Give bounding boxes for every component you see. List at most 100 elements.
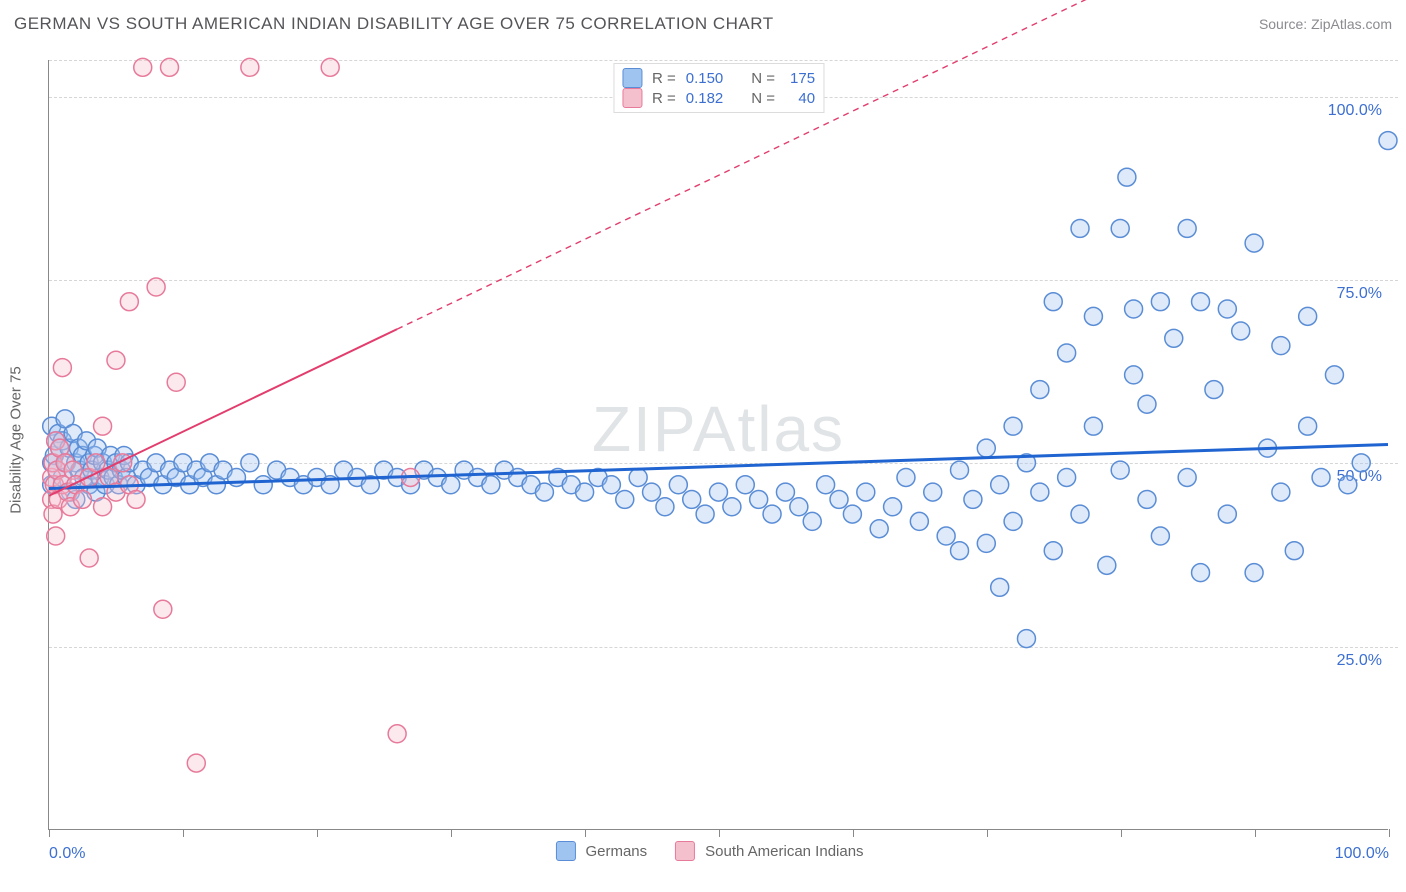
x-tick [719, 829, 720, 837]
data-point [1071, 505, 1089, 523]
data-point [790, 498, 808, 516]
data-point [1058, 344, 1076, 362]
r-value: 0.150 [686, 70, 724, 87]
data-point [241, 454, 259, 472]
data-point [1218, 300, 1236, 318]
correlation-legend: R =0.150N =175R =0.182N =40 [613, 63, 824, 113]
data-point [107, 351, 125, 369]
data-point [1098, 556, 1116, 574]
trendline-dashed [397, 0, 1388, 329]
data-point [884, 498, 902, 516]
data-point [1218, 505, 1236, 523]
data-point [1192, 293, 1210, 311]
data-point [1138, 395, 1156, 413]
data-point [1044, 293, 1062, 311]
data-point [1084, 417, 1102, 435]
data-point [147, 278, 165, 296]
data-point [94, 498, 112, 516]
data-point [241, 58, 259, 76]
data-point [1031, 381, 1049, 399]
data-point [803, 512, 821, 530]
data-point [1312, 468, 1330, 486]
data-point [897, 468, 915, 486]
x-tick [451, 829, 452, 837]
data-point [1245, 564, 1263, 582]
data-point [710, 483, 728, 501]
n-label: N = [751, 70, 775, 87]
r-label: R = [652, 90, 676, 107]
data-point [977, 439, 995, 457]
data-point [1232, 322, 1250, 340]
data-point [951, 542, 969, 560]
x-tick [183, 829, 184, 837]
data-point [683, 490, 701, 508]
data-point [1071, 219, 1089, 237]
data-point [977, 534, 995, 552]
data-point [736, 476, 754, 494]
data-point [482, 476, 500, 494]
data-point [1339, 476, 1357, 494]
data-point [696, 505, 714, 523]
data-point [1111, 461, 1129, 479]
r-label: R = [652, 70, 676, 87]
x-tick [853, 829, 854, 837]
data-point [857, 483, 875, 501]
data-point [1192, 564, 1210, 582]
y-axis-label: Disability Age Over 75 [8, 366, 25, 514]
legend-series-label: South American Indians [705, 843, 863, 860]
data-point [1325, 366, 1343, 384]
legend-swatch [555, 841, 575, 861]
legend-stat-row: R =0.150N =175 [622, 68, 815, 88]
data-point [964, 490, 982, 508]
r-value: 0.182 [686, 90, 724, 107]
data-point [1178, 468, 1196, 486]
data-point [1084, 307, 1102, 325]
data-point [669, 476, 687, 494]
data-point [750, 490, 768, 508]
data-point [656, 498, 674, 516]
data-point [47, 527, 65, 545]
data-point [629, 468, 647, 486]
data-point [991, 476, 1009, 494]
data-point [937, 527, 955, 545]
x-tick-label: 100.0% [1335, 845, 1389, 863]
data-point [1285, 542, 1303, 560]
data-point [94, 417, 112, 435]
data-point [616, 490, 634, 508]
data-point [1058, 468, 1076, 486]
data-point [1031, 483, 1049, 501]
data-point [776, 483, 794, 501]
data-point [167, 373, 185, 391]
data-point [1272, 483, 1290, 501]
plot-area: ZIPAtlas 25.0%50.0%75.0%100.0% R =0.150N… [48, 60, 1388, 830]
source-label: Source: ZipAtlas.com [1259, 16, 1392, 32]
data-point [1379, 132, 1397, 150]
legend-swatch [622, 68, 642, 88]
data-point [1138, 490, 1156, 508]
data-point [576, 483, 594, 501]
x-tick-label: 0.0% [49, 845, 85, 863]
data-point [535, 483, 553, 501]
data-point [1004, 512, 1022, 530]
data-point [1165, 329, 1183, 347]
data-point [830, 490, 848, 508]
n-label: N = [751, 90, 775, 107]
data-point [120, 293, 138, 311]
scatter-svg [49, 60, 1388, 829]
data-point [1111, 219, 1129, 237]
data-point [1352, 454, 1370, 472]
data-point [643, 483, 661, 501]
data-point [127, 490, 145, 508]
data-point [1299, 307, 1317, 325]
data-point [1178, 219, 1196, 237]
data-point [1151, 527, 1169, 545]
data-point [1118, 168, 1136, 186]
data-point [991, 578, 1009, 596]
data-point [53, 359, 71, 377]
legend-series-label: Germans [585, 843, 647, 860]
data-point [1151, 293, 1169, 311]
data-point [870, 520, 888, 538]
data-point [161, 58, 179, 76]
data-point [1299, 417, 1317, 435]
data-point [602, 476, 620, 494]
